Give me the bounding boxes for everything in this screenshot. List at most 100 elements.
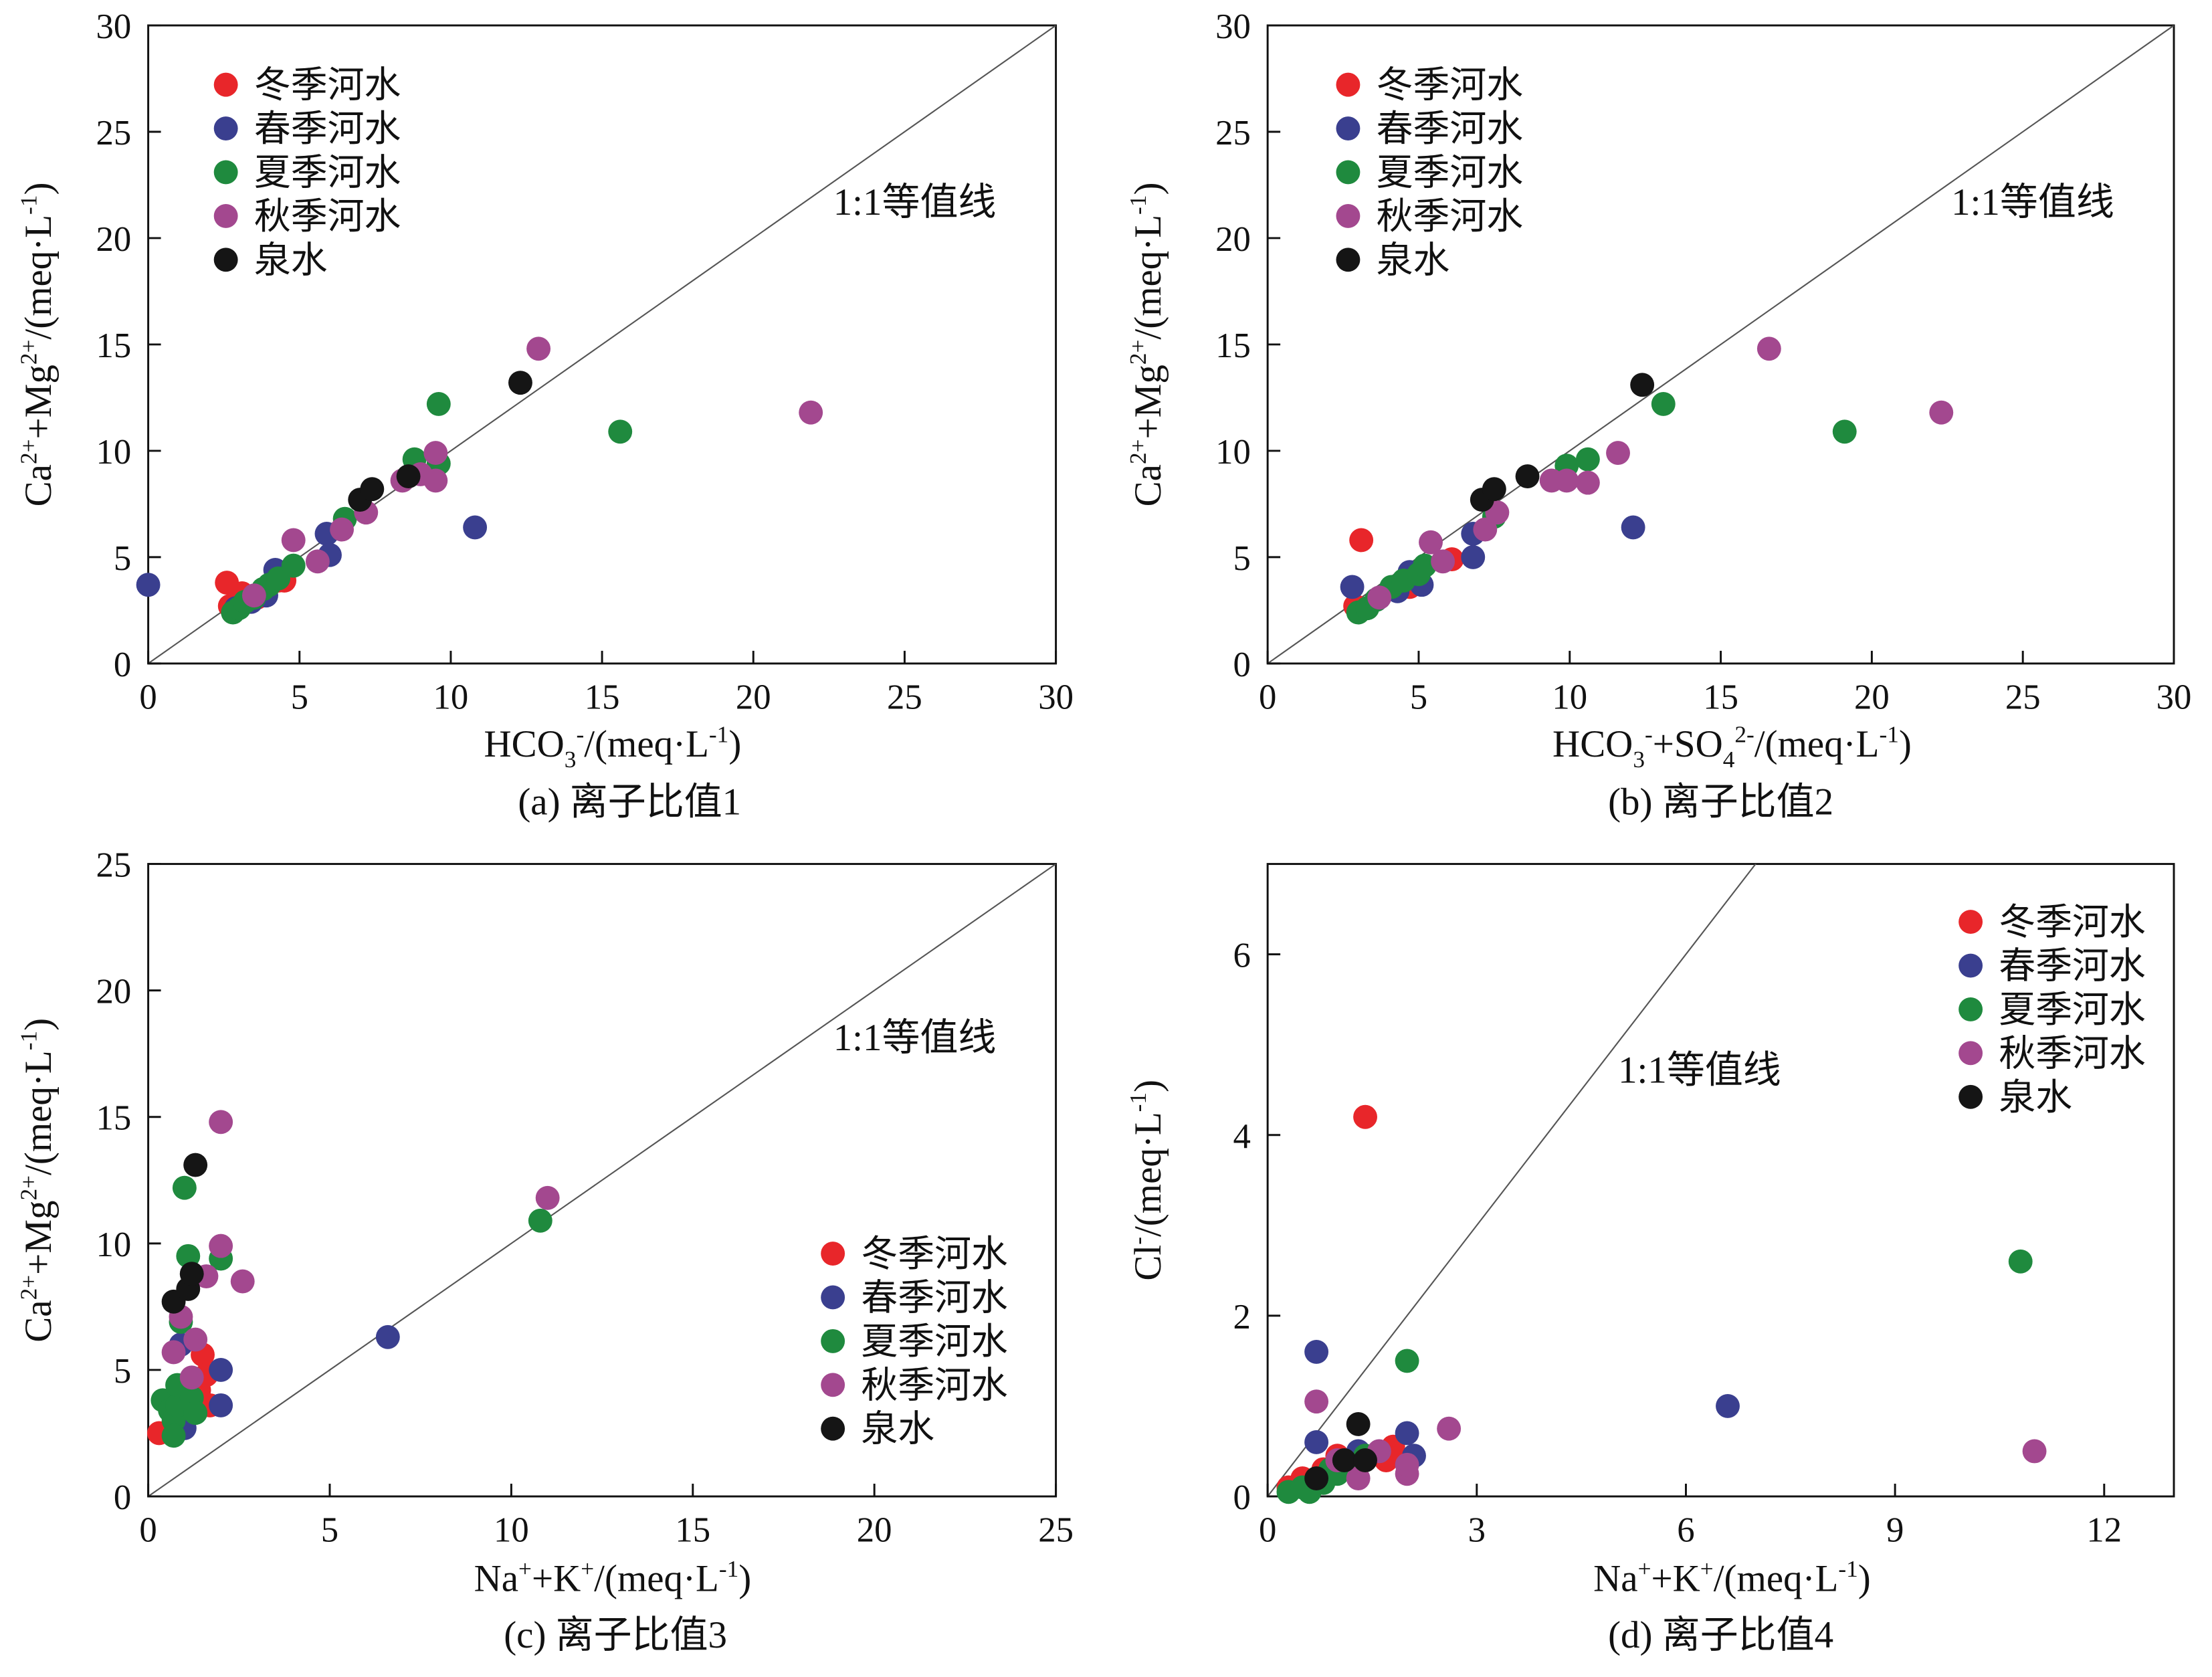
legend-marker (1336, 203, 1361, 228)
data-point (209, 1357, 233, 1382)
x-tick-label: 20 (857, 1511, 892, 1550)
data-point (1395, 1421, 1419, 1446)
legend-label: 夏季河水 (1377, 152, 1523, 193)
y-tick-label: 30 (96, 7, 132, 46)
y-tick-label: 0 (114, 646, 131, 684)
reference-line-label: 1:1等值线 (833, 1017, 997, 1059)
data-point (241, 583, 266, 608)
series-spring_water (1304, 1412, 1377, 1490)
legend-marker (1958, 1041, 1983, 1066)
legend-label: 冬季河水 (254, 65, 401, 106)
data-point (161, 1423, 186, 1448)
y-tick-label: 20 (1215, 220, 1251, 259)
legend-label: 秋季河水 (1999, 1033, 2145, 1074)
x-tick-label: 15 (1703, 678, 1738, 716)
series-spring_water (1470, 373, 1655, 512)
y-tick-label: 0 (1233, 646, 1250, 684)
plot-frame (1266, 863, 2175, 1498)
y-tick-label: 20 (96, 973, 132, 1011)
x-tick-label: 5 (321, 1511, 338, 1550)
data-point (1832, 419, 1857, 444)
x-tick-label: 25 (1038, 1511, 1074, 1550)
data-point (183, 1401, 208, 1425)
y-tick-label: 5 (1233, 539, 1250, 578)
legend-marker (821, 1373, 845, 1397)
legend-label: 泉水 (861, 1409, 934, 1450)
chart-panel-3: 0 5 10 15 20 25 0 5 10 15 20 25 1:1等值线 Na++K+/(meq·L-… (15, 846, 1074, 1656)
data-point (1482, 477, 1506, 502)
x-tick-label: 25 (2005, 678, 2041, 716)
legend-marker (821, 1242, 845, 1266)
legend-label: 秋季河水 (1377, 196, 1523, 237)
data-point (1756, 336, 1781, 361)
y-axis-label: Ca2++Mg2+/(meq·L-1) (1125, 183, 1169, 507)
series-autumn (1367, 336, 1954, 610)
x-axis-label: HCO3-/(meq·L-1) (484, 722, 742, 773)
legend-label: 冬季河水 (1377, 65, 1523, 106)
data-point (1346, 1466, 1371, 1490)
reference-line-label: 1:1等值线 (1618, 1050, 1781, 1092)
legend-label: 秋季河水 (861, 1365, 1007, 1405)
data-point (179, 1262, 204, 1286)
data-point (1630, 373, 1655, 397)
y-tick-label: 0 (114, 1478, 131, 1517)
data-point (608, 419, 633, 444)
legend-label: 泉水 (1999, 1077, 2072, 1118)
data-point (281, 528, 306, 553)
y-tick-label: 15 (96, 1099, 132, 1138)
data-point (1367, 585, 1392, 610)
x-tick-label: 30 (2156, 678, 2192, 716)
data-point (183, 1327, 208, 1352)
x-tick-label: 15 (585, 678, 620, 716)
x-tick-label: 0 (139, 678, 157, 716)
series-winter (1276, 1104, 1405, 1500)
data-point (1304, 1430, 1329, 1454)
legend-label: 春季河水 (1377, 108, 1523, 149)
legend-label: 秋季河水 (254, 196, 401, 237)
data-point (330, 517, 355, 542)
legend-label: 冬季河水 (861, 1234, 1007, 1274)
data-point (799, 400, 823, 425)
plot-frame (147, 863, 1058, 1498)
data-point (1353, 1104, 1377, 1129)
chart-panel-1: 0 5 10 15 20 25 30 0 5 10 15 20 25 30 1:1等值线 HCO3-/(meq… (15, 7, 1074, 823)
y-tick-label: 10 (96, 1225, 132, 1264)
legend-marker (213, 160, 238, 185)
x-tick-label: 10 (1552, 678, 1587, 716)
x-tick-label: 5 (1410, 678, 1427, 716)
reference-line-label: 1:1等值线 (833, 181, 997, 223)
y-tick-label: 25 (96, 114, 132, 153)
legend-marker (1958, 997, 1983, 1021)
panel-caption: (c) 离子比值3 (504, 1614, 727, 1656)
data-point (1461, 545, 1486, 569)
legend-marker (1958, 910, 1983, 934)
data-point (1395, 1452, 1419, 1477)
data-point (1575, 447, 1600, 472)
legend-marker (213, 248, 238, 272)
y-tick-label: 25 (1215, 114, 1251, 153)
y-tick-label: 6 (1233, 936, 1250, 975)
data-point (375, 1324, 400, 1349)
x-tick-label: 15 (675, 1511, 710, 1550)
legend-marker (821, 1285, 845, 1310)
legend-label: 泉水 (254, 239, 328, 280)
data-point (1575, 470, 1600, 495)
legend-marker (213, 116, 238, 140)
reference-line-label: 1:1等值线 (1951, 181, 2114, 223)
x-tick-label: 0 (139, 1511, 157, 1550)
data-point (1304, 1466, 1329, 1490)
series-spring_water (161, 1153, 208, 1314)
data-point (1353, 1448, 1377, 1472)
y-tick-label: 30 (1215, 7, 1251, 46)
data-point (1304, 1389, 1329, 1414)
data-point (1929, 400, 1954, 425)
data-point (1304, 1339, 1329, 1364)
data-point (209, 1234, 233, 1258)
y-tick-label: 15 (96, 326, 132, 365)
y-axis-label: Ca2++Mg2+/(meq·L-1) (15, 183, 60, 507)
data-point (423, 468, 448, 493)
data-point (161, 1340, 186, 1365)
